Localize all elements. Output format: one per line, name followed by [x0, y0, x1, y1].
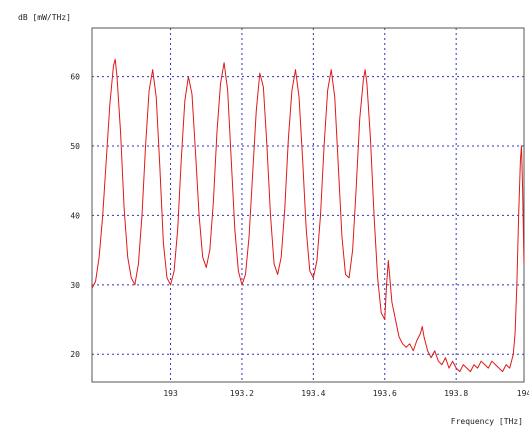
- series-line: [91, 58, 525, 373]
- x-tick-label-1: 193.2: [230, 389, 254, 398]
- x-tick-label-2: 193.4: [301, 389, 325, 398]
- plot-frame: [91, 27, 525, 383]
- y-tick-label-3: 50: [70, 142, 80, 151]
- x-tick-labels: 193 193.2 193.4 193.6 193.8 194: [163, 389, 529, 398]
- y-tick-label-4: 60: [70, 73, 80, 82]
- y-axis-title: dB [mW/THz]: [18, 13, 71, 22]
- grid-lines: [92, 28, 525, 382]
- x-tick-label-5: 194: [517, 389, 529, 398]
- x-axis-title: Frequency [THz]: [451, 417, 523, 426]
- y-tick-label-1: 30: [70, 281, 80, 290]
- y-tick-labels: 20 30 40 50 60: [70, 73, 80, 360]
- x-tick-label-4: 193.8: [444, 389, 468, 398]
- y-tick-label-2: 40: [70, 211, 80, 220]
- x-tick-label-3: 193.6: [373, 389, 397, 398]
- y-tick-label-0: 20: [70, 350, 80, 359]
- x-tick-label-0: 193: [163, 389, 178, 398]
